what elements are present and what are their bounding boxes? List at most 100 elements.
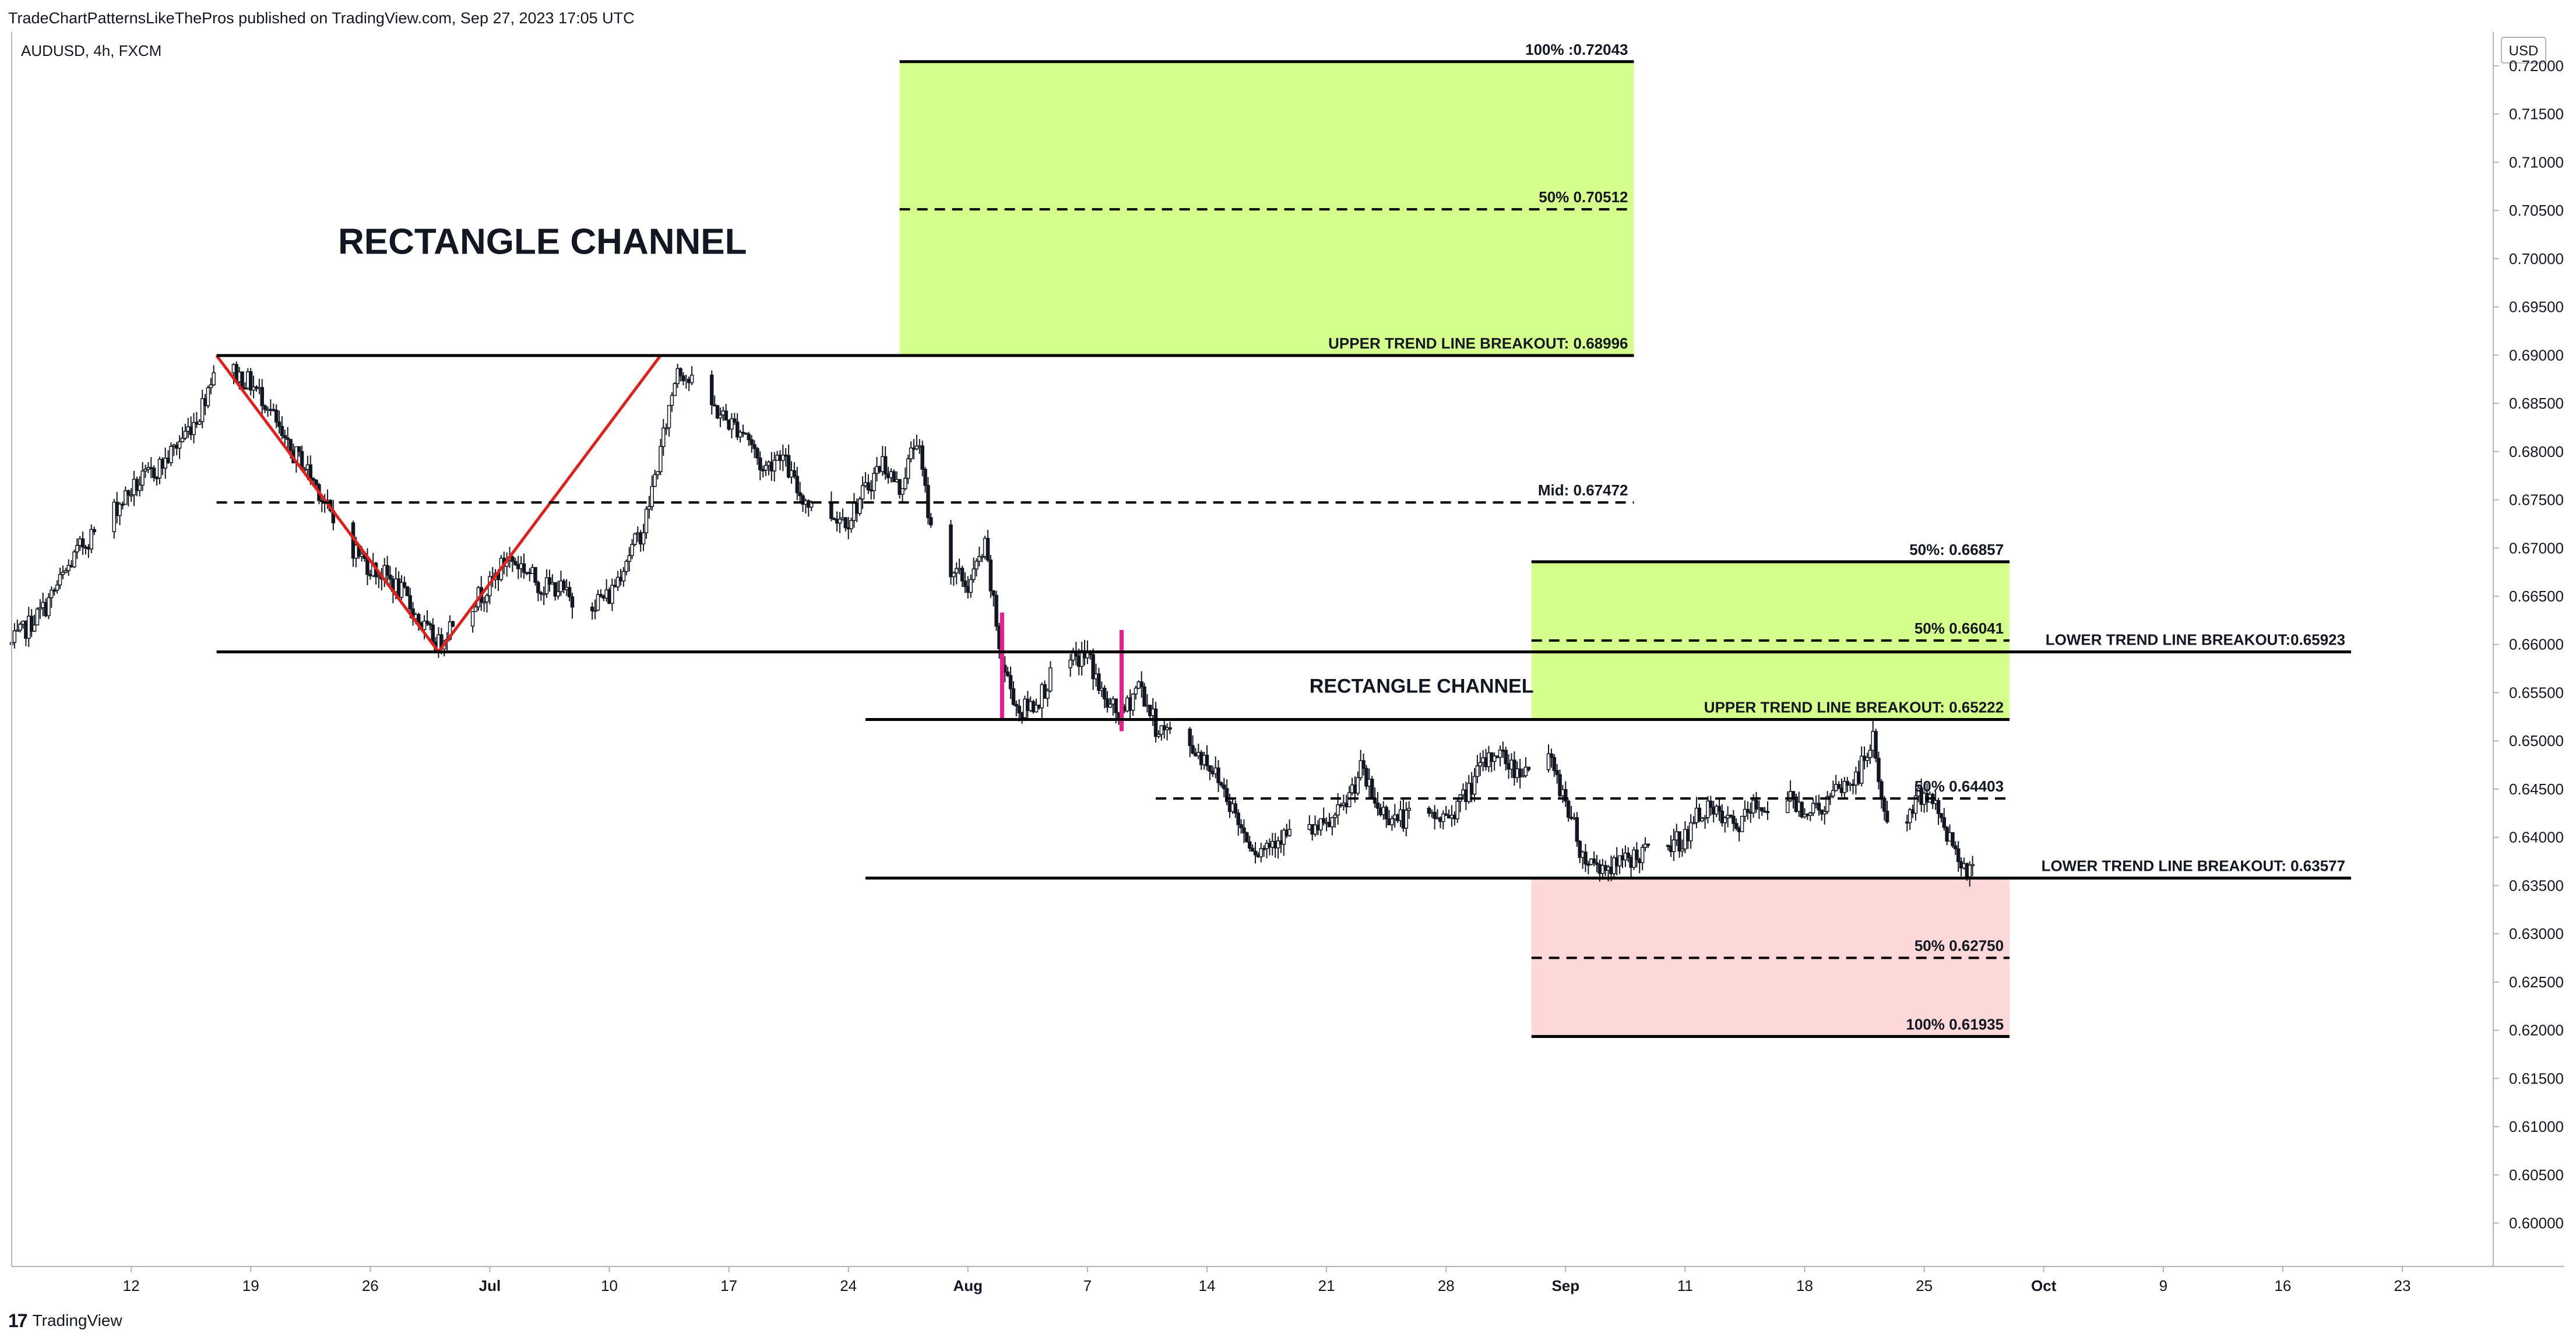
candle-bearish	[747, 434, 751, 441]
price-chart[interactable]: 100% :0.72043 50% 0.70512 UPPER TREND LINE…	[0, 0, 2576, 1306]
candle-bullish	[163, 458, 167, 469]
target-upper-zone	[899, 61, 1634, 356]
candle-bullish	[1108, 703, 1113, 708]
candle-bearish	[752, 444, 756, 449]
candle-bullish	[448, 621, 452, 640]
candle-bullish	[399, 582, 404, 598]
candle-bearish	[678, 368, 682, 377]
candle-bullish	[118, 504, 122, 516]
zones-layer	[899, 61, 2010, 1037]
candle-bearish	[792, 470, 797, 477]
tradingview-logo-icon[interactable]: 17	[8, 1310, 28, 1331]
candle-bearish	[1321, 818, 1326, 824]
candle-bullish	[50, 589, 54, 599]
x-tick-label: 12	[123, 1277, 140, 1294]
y-tick-label: 0.62000	[2509, 1022, 2564, 1039]
candle-bearish	[1800, 801, 1804, 818]
candle-bullish	[89, 529, 93, 550]
candle-bearish	[1732, 815, 1736, 824]
x-tick-label: 18	[1796, 1277, 1813, 1294]
candle-bullish	[1287, 829, 1291, 836]
candle-bearish	[402, 582, 407, 587]
candle-bearish	[986, 537, 990, 561]
candle-bullish	[837, 518, 842, 524]
candle-bullish	[15, 629, 20, 632]
candle-bearish	[1760, 807, 1764, 812]
candle-bullish	[1740, 815, 1744, 832]
candle-bullish	[124, 490, 128, 505]
candle-bearish	[260, 387, 264, 406]
level-label: 50% 0.62750	[1915, 937, 2004, 955]
candle-bullish	[1868, 750, 1873, 758]
candle-bearish	[1880, 781, 1884, 799]
candle-bearish	[1250, 847, 1255, 852]
candle-bearish	[736, 421, 740, 438]
tradingview-brand[interactable]: TradingView	[32, 1311, 122, 1329]
candle-bearish	[1216, 767, 1220, 783]
candle-bearish	[311, 478, 315, 481]
candle-bearish	[960, 568, 965, 582]
x-tick-label: 14	[1199, 1277, 1216, 1294]
annotations-layer: RECTANGLE CHANNEL RECTANGLE CHANNEL AUDUSD…	[21, 42, 1534, 697]
candle-bearish	[1242, 827, 1246, 833]
candle-bullish	[64, 570, 68, 573]
candle-bearish	[1754, 800, 1758, 810]
candle-bullish	[112, 501, 117, 533]
candle-bearish	[1717, 805, 1722, 812]
candle-bearish	[1105, 698, 1110, 708]
candle-bearish	[1233, 803, 1238, 814]
candle-bearish	[388, 575, 392, 580]
candle-bearish	[1168, 727, 1172, 730]
candle-bearish	[1558, 774, 1562, 797]
candle-bullish	[909, 447, 913, 459]
candle-bearish	[562, 580, 566, 590]
candle-bearish	[553, 582, 557, 597]
candle-bearish	[1017, 705, 1021, 713]
candle-bearish	[1361, 760, 1366, 769]
candle-bearish	[1444, 813, 1448, 816]
candle-bullish	[1134, 687, 1138, 695]
candle-bearish	[681, 375, 685, 382]
candle-bearish	[533, 567, 537, 583]
candle-bullish	[1785, 800, 1790, 814]
candle-bearish	[428, 623, 432, 626]
candle-bullish	[1865, 757, 1870, 761]
candle-bullish	[1811, 803, 1815, 814]
level-label: 100% :0.72043	[1525, 41, 1628, 58]
candle-bearish	[590, 606, 594, 611]
candle-bearish	[920, 445, 924, 470]
y-tick-label: 0.61000	[2509, 1118, 2564, 1135]
candle-bullish	[781, 454, 785, 461]
x-tick-label: 9	[2159, 1277, 2167, 1294]
candle-bearish	[1765, 811, 1770, 814]
candle-bearish	[405, 586, 410, 596]
y-tick-label: 0.68500	[2509, 395, 2564, 412]
candle-bearish	[1005, 671, 1010, 676]
candle-bearish	[1746, 808, 1750, 812]
candle-bearish	[1549, 753, 1554, 758]
candle-bullish	[541, 593, 546, 596]
candle-bullish	[772, 459, 776, 472]
candle-bearish	[522, 563, 526, 573]
candle-bearish	[1245, 832, 1249, 843]
candle-bearish	[1248, 841, 1252, 849]
candle-bullish	[470, 611, 475, 627]
candle-bullish	[212, 372, 216, 386]
y-tick-label: 0.60500	[2509, 1166, 2564, 1184]
candle-bullish	[1475, 765, 1480, 777]
candle-bullish	[593, 610, 597, 612]
candle-bullish	[644, 509, 649, 533]
candle-bullish	[143, 469, 147, 472]
candle-bullish	[952, 572, 956, 578]
candle-bearish	[710, 374, 714, 406]
y-tick-label: 0.66000	[2509, 636, 2564, 653]
candle-bearish	[994, 594, 998, 627]
levels-layer: 100% :0.72043 50% 0.70512 UPPER TREND LINE…	[215, 41, 2352, 1038]
candle-bearish	[1578, 840, 1582, 858]
candle-bearish	[126, 490, 131, 496]
candle-bearish	[277, 421, 281, 427]
candle-bearish	[926, 485, 930, 518]
channel-annotation: RECTANGLE CHANNEL	[1310, 675, 1534, 697]
x-tick-label: 7	[1083, 1277, 1092, 1294]
candle-bearish	[80, 538, 85, 548]
